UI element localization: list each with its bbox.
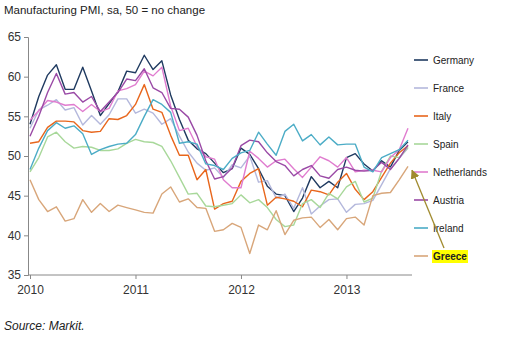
tick-label: 50 [8,149,22,163]
tick-label: 2012 [228,283,255,297]
tick-mark [24,275,28,276]
legend-swatch [414,227,428,229]
axis-line [28,275,412,276]
legend-item: Ireland [414,223,464,234]
tick-label: 35 [8,268,22,282]
series-line [30,55,408,211]
tick-mark [135,275,136,279]
tick-mark [24,196,28,197]
tick-label: 65 [8,30,22,44]
highlight [432,250,468,263]
tick-label: 2013 [334,283,361,297]
legend-item: Italy [414,111,451,122]
legend-label: Austria [433,195,465,206]
series-line [30,69,408,179]
tick-mark [24,235,28,236]
tick: 35 [8,268,28,282]
legend-swatch [414,255,428,257]
legend-swatch [414,171,428,173]
tick-label: 2010 [17,283,44,297]
tick: 45 [8,189,28,203]
chart: Manufacturing PMI, sa, 50 = no change 35 4… [0,0,509,338]
axis-line [24,38,29,276]
tick: 2013 [334,275,361,297]
x-axis: 2010 2011 2012 2013 [17,275,412,297]
tick-label: 60 [8,70,22,84]
legend-item: Greece [414,250,468,263]
legend-swatch [414,59,428,61]
series-line [30,99,408,214]
tick-label: 40 [8,229,22,243]
tick-mark [346,275,347,279]
tick: 55 [8,110,28,124]
legend: Germany France Italy Spain Netherlands Austri… [414,55,487,263]
legend-swatch [414,115,428,117]
y-axis: 35 40 45 50 55 60 65 [8,30,29,282]
legend-label: France [433,83,465,94]
tick-mark [30,275,31,279]
legend-label: Netherlands [433,167,487,178]
legend-item: Netherlands [414,167,487,178]
legend-item: Germany [414,55,474,66]
lines [30,55,408,253]
legend-item: France [414,83,465,94]
tick-label: 45 [8,189,22,203]
legend-item: Austria [414,195,465,206]
series-line [30,132,408,226]
tick-mark [241,275,242,279]
tick-mark [24,116,28,117]
legend-label: Spain [433,139,459,150]
tick: 2010 [17,275,44,297]
title: Manufacturing PMI, sa, 50 = no change [4,4,205,16]
legend-swatch [414,143,428,145]
tick-label: 55 [8,110,22,124]
annotation: Source: Markit. [4,319,85,333]
tick: 50 [8,149,28,163]
series-line [30,67,408,188]
tick: 2011 [123,275,149,297]
tick: 2012 [228,275,255,297]
tick: 60 [8,70,28,84]
tick: 40 [8,229,28,243]
tick-mark [24,77,28,78]
legend-swatch [414,199,428,201]
legend-swatch [414,87,428,89]
legend-label: Greece [433,251,467,262]
series-line [30,100,408,172]
tick-mark [24,156,28,157]
legend-label: Italy [433,111,451,122]
legend-label: Germany [433,55,474,66]
tick-label: 2011 [123,283,149,297]
legend-item: Spain [414,139,459,150]
tick-mark [24,37,28,38]
tick: 65 [8,30,28,44]
arrow [412,170,444,248]
series-line [30,166,408,253]
